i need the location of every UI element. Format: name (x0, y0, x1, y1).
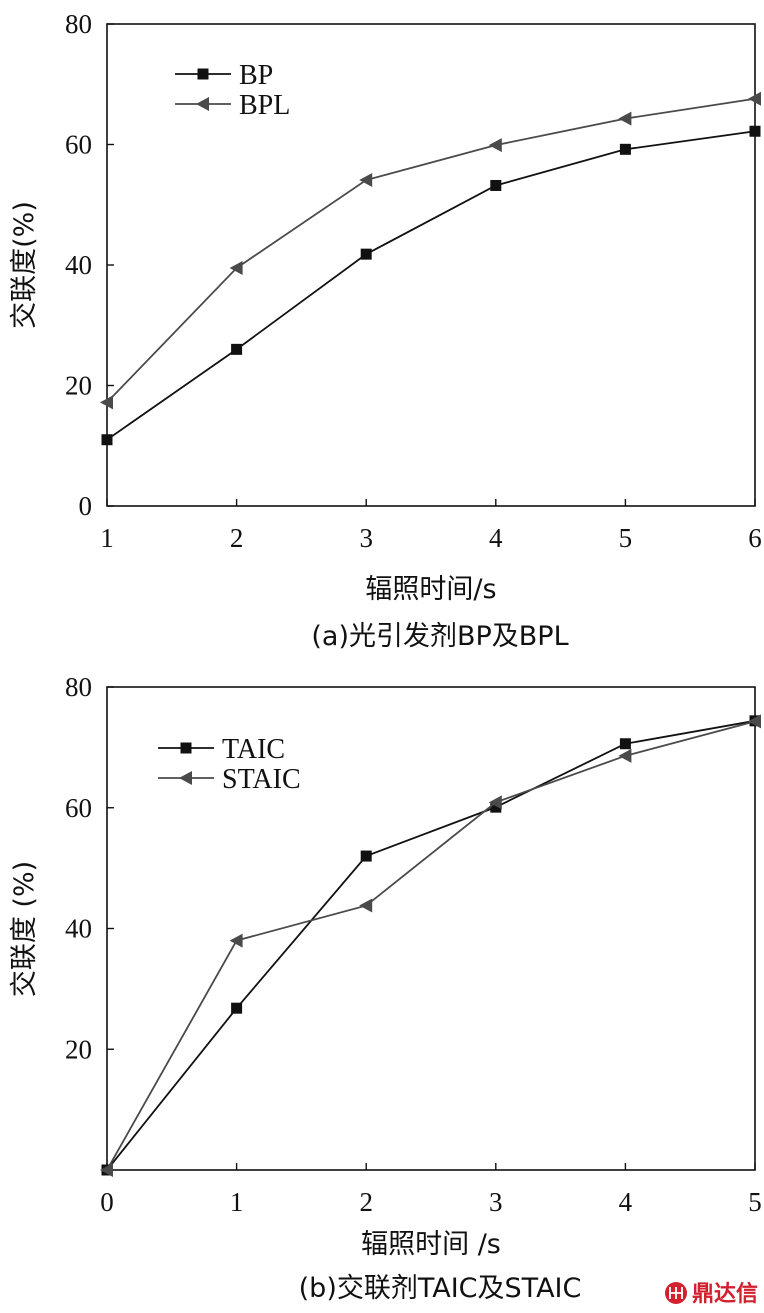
chart-a-plot-frame (106, 23, 756, 507)
chart-b-y-tick-label: 60 (65, 793, 92, 823)
chart-b-point-staic (618, 748, 632, 763)
chart-b-y-tick-label: 20 (65, 1034, 92, 1064)
chart-a-y-tick-label: 20 (65, 371, 92, 401)
chart-b-x-tick-label: 5 (748, 1187, 762, 1217)
chart-a-x-tick-label: 5 (619, 523, 633, 553)
watermark: 鼎达信 (665, 1281, 758, 1307)
chart-b-point-taic (231, 1002, 243, 1014)
chart-b-point-staic (100, 1163, 113, 1177)
chart-b-legend-marker-taic (180, 742, 192, 754)
chart-a-point-bp (749, 125, 761, 137)
chart-a-series-line-bpl (106, 97, 756, 403)
chart-a-point-bp (231, 343, 243, 355)
chart-a-legend-marker-bp (197, 68, 209, 80)
chart-a-y-tick-label: 0 (79, 491, 93, 521)
chart-b-legend-marker-staic (179, 771, 192, 785)
chart-b-x-tick-label: 0 (100, 1187, 114, 1217)
chart-b-series-line-taic (106, 719, 756, 1171)
chart-b-x-tick-label: 3 (489, 1187, 503, 1217)
chart-a-point-bp (619, 143, 631, 155)
chart-b-x-tick-label: 1 (230, 1187, 244, 1217)
chart-a-point-bpl (359, 173, 373, 188)
chart-a-legend-label-bp: BP (239, 60, 273, 91)
chart-b-point-staic (748, 714, 761, 729)
chart-b-point-taic (360, 850, 372, 862)
chart-a-y-tick-label: 40 (65, 250, 92, 280)
chart-a-legend-marker-bpl (196, 97, 209, 111)
chart-a-y-tick-label: 80 (65, 9, 92, 39)
chart-b-legend-label-staic: STAIC (222, 764, 301, 795)
chart-b-series-line-staic (106, 720, 756, 1171)
chart-a-point-bp (101, 434, 113, 446)
chart-b-ticks: 0 1 2 3 4 5 20 40 60 80 (65, 672, 762, 1217)
chart-a-point-bpl (748, 91, 761, 106)
chart-a-point-bpl (229, 261, 243, 276)
chart-a-series-line-bp (106, 130, 756, 441)
chart-a-x-axis-title: 辐照时间/s (365, 574, 496, 605)
chart-a-point-bpl (618, 111, 632, 126)
chart-a-x-tick-label: 3 (359, 523, 373, 553)
chart-b-point-staic (359, 898, 373, 913)
chart-b-point-staic (229, 933, 243, 948)
chart-a-legend-label-bpl: BPL (239, 90, 290, 121)
chart-a-x-tick-label: 1 (100, 523, 114, 553)
chart-b-x-tick-label: 2 (359, 1187, 373, 1217)
chart-b-series (100, 714, 761, 1177)
chart-a-x-tick-label: 6 (748, 523, 762, 553)
chart-b-plot-frame (106, 686, 756, 1171)
chart-b-caption: (b)交联剂TAIC及STAIC (299, 1273, 582, 1304)
chart-b-legend-label-taic: TAIC (222, 734, 285, 765)
chart-a-y-tick-label: 60 (65, 130, 92, 160)
chart-b-point-taic (619, 738, 631, 750)
chart-a-point-bp (360, 248, 372, 260)
chart-a-x-tick-label: 2 (230, 523, 244, 553)
chart-b-point-taic (490, 801, 502, 813)
chart-b-y-tick-label: 40 (65, 914, 92, 944)
chart-b-y-axis-title: 交联度 (%) (9, 861, 40, 997)
chart-b-point-staic (488, 795, 502, 810)
chart-a-point-bpl (100, 395, 113, 410)
chart-b-y-tick-label: 80 (65, 672, 92, 702)
chart-a-point-bp (490, 179, 502, 191)
chart-b-x-axis-title: 辐照时间 /s (361, 1229, 501, 1260)
chart-a-caption: (a)光引发剂BP及BPL (311, 621, 568, 652)
chart-a-x-tick-label: 4 (489, 523, 503, 553)
chart-a-point-bpl (488, 138, 502, 153)
company-logo-icon (665, 1282, 687, 1304)
chart-b-x-tick-label: 4 (619, 1187, 633, 1217)
chart-a-y-axis-title: 交联度(%) (9, 201, 40, 329)
chart-a-series (100, 91, 761, 446)
watermark-text: 鼎达信 (692, 1281, 758, 1307)
